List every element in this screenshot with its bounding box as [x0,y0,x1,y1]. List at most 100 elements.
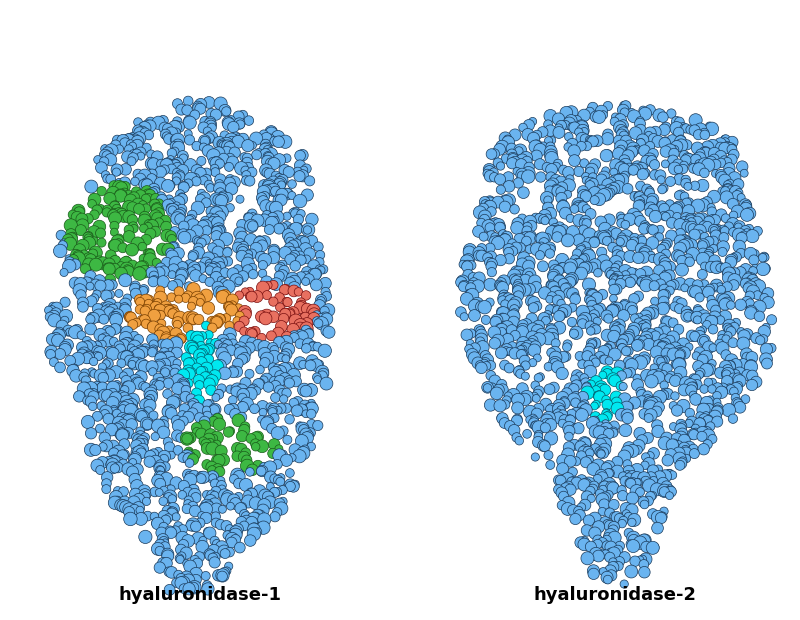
Circle shape [658,341,670,353]
Circle shape [261,373,273,386]
Circle shape [294,150,306,161]
Circle shape [588,512,602,525]
Circle shape [582,525,593,536]
Circle shape [196,474,206,484]
Circle shape [294,170,305,182]
Circle shape [601,571,613,583]
Circle shape [572,198,585,210]
Circle shape [738,358,749,370]
Circle shape [481,200,490,209]
Circle shape [602,179,614,190]
Circle shape [592,460,602,471]
Circle shape [533,389,542,399]
Circle shape [298,404,307,413]
Circle shape [181,293,190,303]
Circle shape [247,221,258,231]
Circle shape [161,304,173,316]
Circle shape [650,331,661,341]
Circle shape [225,153,235,164]
Circle shape [485,257,494,267]
Circle shape [320,312,330,322]
Circle shape [534,430,543,438]
Circle shape [676,347,686,357]
Circle shape [718,310,731,323]
Circle shape [162,304,174,316]
Circle shape [700,232,709,241]
Circle shape [146,174,157,184]
Circle shape [631,379,643,391]
Circle shape [214,226,225,237]
Circle shape [139,294,153,308]
Circle shape [239,479,253,492]
Circle shape [517,337,530,350]
Circle shape [218,343,228,353]
Circle shape [545,125,556,136]
Circle shape [162,389,172,399]
Circle shape [726,360,735,370]
Circle shape [140,128,150,138]
Circle shape [618,472,628,481]
Circle shape [192,177,201,186]
Circle shape [585,321,595,331]
Circle shape [233,523,243,534]
Circle shape [729,322,739,332]
Circle shape [662,316,674,328]
Circle shape [506,157,518,169]
Circle shape [169,241,179,252]
Circle shape [156,243,169,255]
Circle shape [564,143,573,151]
Circle shape [114,189,127,202]
Circle shape [129,504,140,515]
Circle shape [635,162,648,174]
Circle shape [630,484,643,498]
Circle shape [83,214,94,224]
Circle shape [659,211,669,221]
Circle shape [654,471,666,483]
Circle shape [474,325,485,335]
Circle shape [173,247,184,259]
Circle shape [689,444,698,453]
Circle shape [154,330,165,341]
Circle shape [702,159,714,172]
Circle shape [576,305,590,319]
Circle shape [95,162,107,174]
Circle shape [617,219,626,228]
Circle shape [698,221,709,231]
Circle shape [247,523,260,536]
Circle shape [586,135,595,145]
Circle shape [210,491,219,500]
Circle shape [484,200,497,213]
Circle shape [88,200,97,208]
Circle shape [212,281,224,293]
Circle shape [134,409,148,422]
Circle shape [662,270,670,278]
Circle shape [610,175,619,184]
Circle shape [485,243,495,253]
Circle shape [206,471,218,483]
Circle shape [161,339,174,352]
Circle shape [110,392,122,404]
Circle shape [734,267,746,278]
Circle shape [622,510,630,518]
Circle shape [289,330,300,342]
Circle shape [745,281,756,293]
Circle shape [153,373,163,383]
Circle shape [73,283,86,297]
Circle shape [740,169,748,177]
Circle shape [642,184,652,195]
Circle shape [230,367,239,376]
Circle shape [260,164,273,177]
Circle shape [742,200,752,211]
Circle shape [216,477,225,485]
Circle shape [680,213,692,224]
Circle shape [734,221,746,232]
Circle shape [557,200,570,214]
Circle shape [189,485,198,495]
Circle shape [657,244,666,254]
Circle shape [198,219,212,232]
Circle shape [610,117,619,126]
Circle shape [111,164,123,175]
Circle shape [187,341,198,352]
Circle shape [92,341,102,351]
Circle shape [289,398,298,407]
